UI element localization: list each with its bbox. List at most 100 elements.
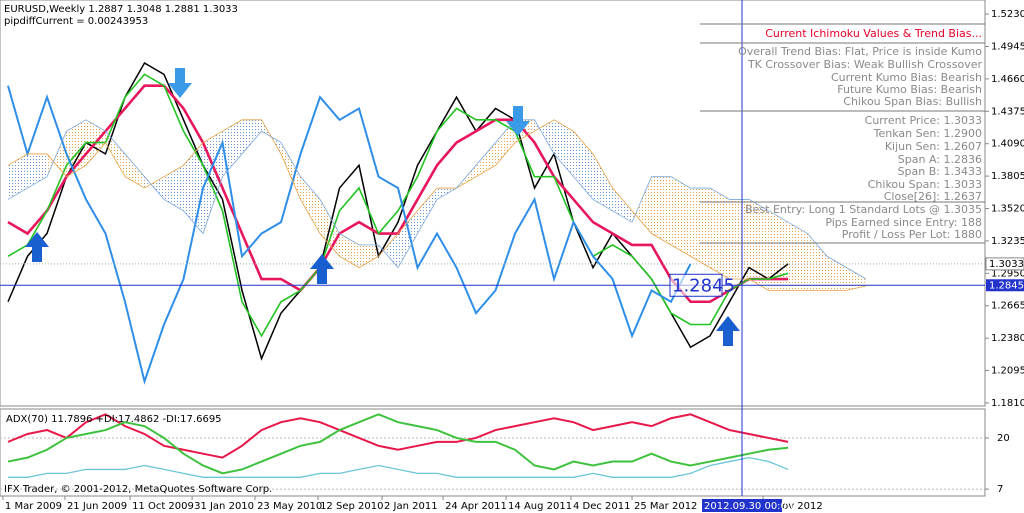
info-line: Close[26]: 1.2637 [884,190,982,203]
x-tick-label: 1 Mar 2009 [5,501,62,512]
info-line: Best Entry: Long 1 Standard Lots @ 1.303… [745,203,982,216]
series-line [7,119,867,280]
y-tick-label: 1.3520 [991,204,1024,215]
kumo-cloud [183,142,204,234]
buy-arrow [716,316,740,346]
series-line [7,413,789,475]
crosshair-x-label: 2012.09.30 00:00 [704,501,793,512]
y-tick-label: 1.2095 [991,366,1024,377]
sell-arrow [506,106,530,136]
kumo-cloud [359,244,379,268]
y-tick-label: 1.5230 [991,9,1024,20]
info-line: Chikou Span Bias: Bullish [843,95,982,108]
x-tick-label: 2 Jan 2011 [384,501,438,512]
info-line: Profit / Loss Per Lot: 1880 [842,228,982,241]
kumo-cloud [300,176,321,234]
kumo-cloud [495,119,516,166]
kumo-cloud [281,142,301,200]
x-tick-label: 31 Jan 2010 [194,501,254,512]
arrows [25,68,740,346]
kumo-cloud [690,188,711,268]
kumo-cloud [651,176,672,245]
crosshair-float-label: 1.2845 [672,275,735,296]
y-tick-label: 1.4660 [991,74,1024,85]
kumo-cloud [632,176,652,234]
y-tick-label: 1.4945 [991,41,1024,52]
series-line [7,456,789,478]
kumo-cloud [242,119,262,154]
info-line: Span B: 1.3433 [898,165,982,178]
info-line: Pips Earned since Entry: 188 [825,216,982,229]
info-line: TK Crossover Bias: Weak Bullish Crossove… [747,58,983,71]
crosshair-y-label: 1.2845 [989,280,1024,291]
info-line: Tenkan Sen: 1.2900 [873,127,982,140]
adx-panel [0,408,986,497]
kumo-cloud [66,119,86,177]
footer: IFX Trader, © 2001-2012, MetaQuotes Soft… [4,484,272,495]
crosshair-float-box [669,273,723,297]
kumo-cloud [339,233,360,268]
info-line: Future Kumo Bias: Bearish [837,83,982,96]
kumo-cloud [729,199,750,280]
info-line: Chikou Span: 1.3033 [868,178,982,191]
series-line [7,73,789,338]
kumo-cloud [27,153,47,189]
kumo-cloud [417,188,438,234]
info-line: Current Price: 1.3033 [865,114,982,127]
kumo-cloud [554,119,574,177]
kumo-cloud [846,267,867,291]
x-tick-label: 25 Mar 2012 [634,501,697,512]
y-tick-label: 1.4090 [991,139,1024,150]
x-tick-label: 11 Oct 2009 [132,501,194,512]
kumo-cloud [749,199,769,291]
y-tick-label: 1.2380 [991,333,1024,344]
x-tick-label: 21 Jun 2009 [67,501,127,512]
y-tick-label: 1.3235 [991,236,1024,247]
series-line [7,85,692,385]
kumo-cloud [593,153,613,211]
kumo-cloud [125,153,145,189]
y-tick-label: 7 [997,484,1003,495]
series-line [7,413,789,459]
info-line: Kijun Sen: 1.2607 [885,140,982,153]
sell-arrow [168,68,192,98]
price-label-box [985,257,1024,271]
main-panel [0,0,986,407]
kumo-cloud [671,176,691,257]
x-tick-label: 24 Apr 2011 [445,501,507,512]
indicator-header: pipdiffCurrent = 0.00243953 [4,16,148,27]
y-tick-label: 1.1810 [991,398,1024,409]
y-tick-label: 1.2665 [991,301,1024,312]
x-tick-label: 14 Aug 2011 [508,501,572,512]
symbol-header: EURUSD,Weekly 1.2887 1.3048 1.2881 1.303… [4,4,238,15]
x-tick-label: 23 May 2010 [257,501,322,512]
kumo-cloud [105,131,126,177]
y-tick-label: 20 [997,433,1010,444]
kumo-cloud [612,188,633,223]
kumo-cloud [807,233,828,291]
y-tick-label: 1.4375 [991,106,1024,117]
buy-arrow [310,254,334,284]
kumo-cloud [164,165,184,211]
kumo-cloud [398,210,418,268]
kumo-cloud [710,188,730,280]
kumo-cloud [222,119,243,177]
y-tick-label: 1.2950 [991,268,1024,279]
kumo-cloud [788,222,808,291]
crosshair-x-box [702,499,783,512]
crosshair-y-box [986,279,1024,292]
info-line: Span A: 1.2836 [898,153,982,166]
info-line: Overall Trend Bias: Flat, Price is insid… [738,45,982,58]
kumo-cloud [768,210,789,291]
kumo-cloud [378,233,399,268]
info-title: Current Ichimoku Values & Trend Bias... [765,27,982,40]
buy-arrow [25,232,49,262]
info-line: Current Kumo Bias: Bearish [831,71,982,84]
kumo-cloud [144,176,165,200]
adx-title: ADX(70) 11.7896 +DI:17.4862 -DI:17.6695 [6,414,222,425]
x-tick-label: 12 Sep 2010 [320,501,383,512]
kumo-cloud [7,153,28,200]
y-tick-label: 1.3805 [991,171,1024,182]
kumo-cloud [573,131,594,200]
